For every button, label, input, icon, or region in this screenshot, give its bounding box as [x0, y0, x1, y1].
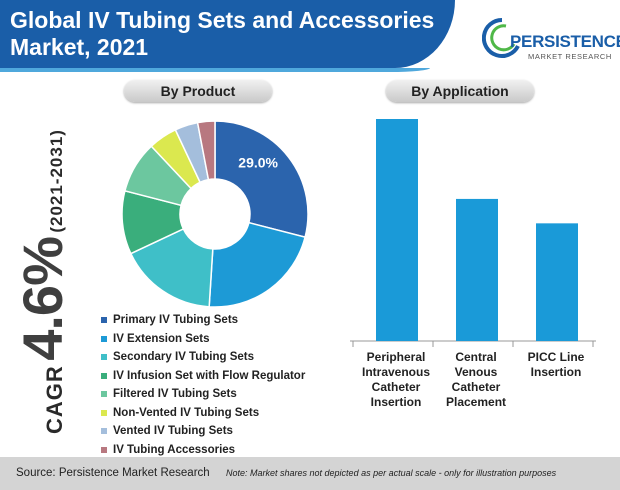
- legend-swatch: [101, 391, 107, 398]
- logo-name: PERSISTENCE: [510, 32, 620, 51]
- donut-slice-7: [196, 120, 216, 181]
- legend-item: Primary IV Tubing Sets: [101, 311, 305, 330]
- donut-slice-0: [214, 120, 309, 239]
- product-legend: Primary IV Tubing Sets IV Extension Sets S…: [101, 311, 305, 459]
- legend-item: Filtered IV Tubing Sets: [101, 385, 305, 404]
- footer: Source: Persistence Market Research Note…: [0, 457, 620, 490]
- legend-label: Non-Vented IV Tubing Sets: [113, 406, 260, 419]
- bar-1: [456, 198, 498, 341]
- note-text: Note: Market shares not depicted as per …: [226, 468, 557, 478]
- legend-label: IV Tubing Accessories: [113, 443, 236, 456]
- legend-item: IV Tubing Accessories: [101, 441, 305, 460]
- product-donut-chart: 29.0%: [121, 120, 309, 308]
- bar-0: [376, 119, 418, 341]
- cagr-value: 4.6%: [11, 237, 74, 361]
- legend-item: Non-Vented IV Tubing Sets: [101, 404, 305, 423]
- legend-label: Filtered IV Tubing Sets: [113, 388, 237, 401]
- legend-label: IV Extension Sets: [113, 332, 210, 345]
- legend-item: IV Infusion Set with Flow Regulator: [101, 367, 305, 386]
- legend-item: Vented IV Tubing Sets: [101, 422, 305, 441]
- legend-swatch: [101, 409, 107, 416]
- legend-swatch: [101, 446, 107, 453]
- legend-label: Primary IV Tubing Sets: [113, 314, 239, 327]
- legend-swatch: [101, 428, 107, 435]
- title-line-2: Market, 2021: [10, 34, 149, 60]
- donut-slice-1: [208, 221, 306, 308]
- bar-category-label-1: Central Venous Catheter Placement: [446, 350, 506, 409]
- logo-subtitle: MARKET RESEARCH: [528, 52, 612, 61]
- cagr-label: CAGR: [42, 365, 67, 434]
- cagr-period: (2021-2031): [47, 129, 66, 233]
- legend-label: IV Infusion Set with Flow Regulator: [113, 369, 306, 382]
- by-application-heading: By Application: [386, 80, 534, 102]
- source-text: Source: Persistence Market Research: [16, 467, 210, 479]
- bar-category-label-0: Peripheral Intravenous Catheter Insertion: [362, 350, 430, 409]
- title-line-1: Global IV Tubing Sets and Accessories: [10, 7, 435, 33]
- legend-swatch: [101, 335, 107, 342]
- legend-swatch: [101, 354, 107, 361]
- bar-category-label-2: PICC Line Insertion: [528, 350, 585, 379]
- persistence-logo: PERSISTENCE MARKET RESEARCH: [482, 10, 620, 68]
- legend-label: Secondary IV Tubing Sets: [113, 351, 255, 364]
- legend-item: Secondary IV Tubing Sets: [101, 348, 305, 367]
- application-bar-chart: Peripheral Intravenous Catheter Insertion Ce…: [350, 119, 596, 409]
- legend-swatch: [101, 372, 107, 379]
- logo-swirl-icon: [482, 17, 520, 58]
- legend-swatch: [101, 317, 107, 324]
- bar-2: [536, 223, 578, 341]
- title-banner: Global IV Tubing Sets and Accessories Ma…: [0, 0, 455, 72]
- by-product-heading: By Product: [124, 80, 272, 102]
- legend-item: IV Extension Sets: [101, 330, 305, 349]
- legend-label: Vented IV Tubing Sets: [113, 425, 233, 438]
- donut-slice-2: [129, 227, 214, 308]
- page-title: Global IV Tubing Sets and Accessories Ma…: [10, 7, 440, 61]
- donut-slice-label-0: 29.0%: [238, 155, 278, 171]
